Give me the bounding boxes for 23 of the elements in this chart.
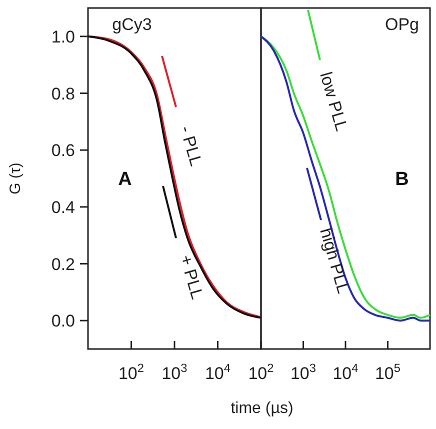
y-axis-title: G (τ) bbox=[7, 162, 24, 194]
y-tick-label: 0.0 bbox=[51, 312, 75, 331]
annotation: A bbox=[118, 169, 132, 190]
y-tick-label: 0.2 bbox=[51, 254, 75, 274]
chart-title: gCy3 bbox=[112, 15, 152, 34]
text: high PLL bbox=[316, 226, 353, 296]
y-tick-label: 1.0 bbox=[51, 27, 75, 46]
x-tick-label: 10$^{2}$ bbox=[248, 361, 274, 383]
y-tick-label: 0.8 bbox=[51, 84, 75, 104]
x-tick-label: 10$^{4}$ bbox=[204, 361, 231, 383]
x-axis-title: time (µs) bbox=[230, 400, 294, 417]
x-tick-label: 10$^{5}$ bbox=[374, 361, 401, 383]
x-tick-label: 10$^{2}$ bbox=[118, 361, 144, 383]
y-tick-label: 0.6 bbox=[51, 141, 75, 160]
chart-title: OPg bbox=[384, 15, 420, 34]
text: low PLL bbox=[316, 70, 352, 134]
text: - PLL bbox=[176, 124, 206, 168]
y-tick-label: 0.4 bbox=[51, 198, 75, 217]
x-tick-label: 10$^{4}$ bbox=[332, 361, 359, 383]
x-tick-label: 10$^{3}$ bbox=[162, 361, 188, 383]
x-tick-label: 10$^{3}$ bbox=[290, 361, 316, 383]
annotation: B bbox=[395, 169, 409, 190]
text: + PLL bbox=[176, 252, 207, 302]
